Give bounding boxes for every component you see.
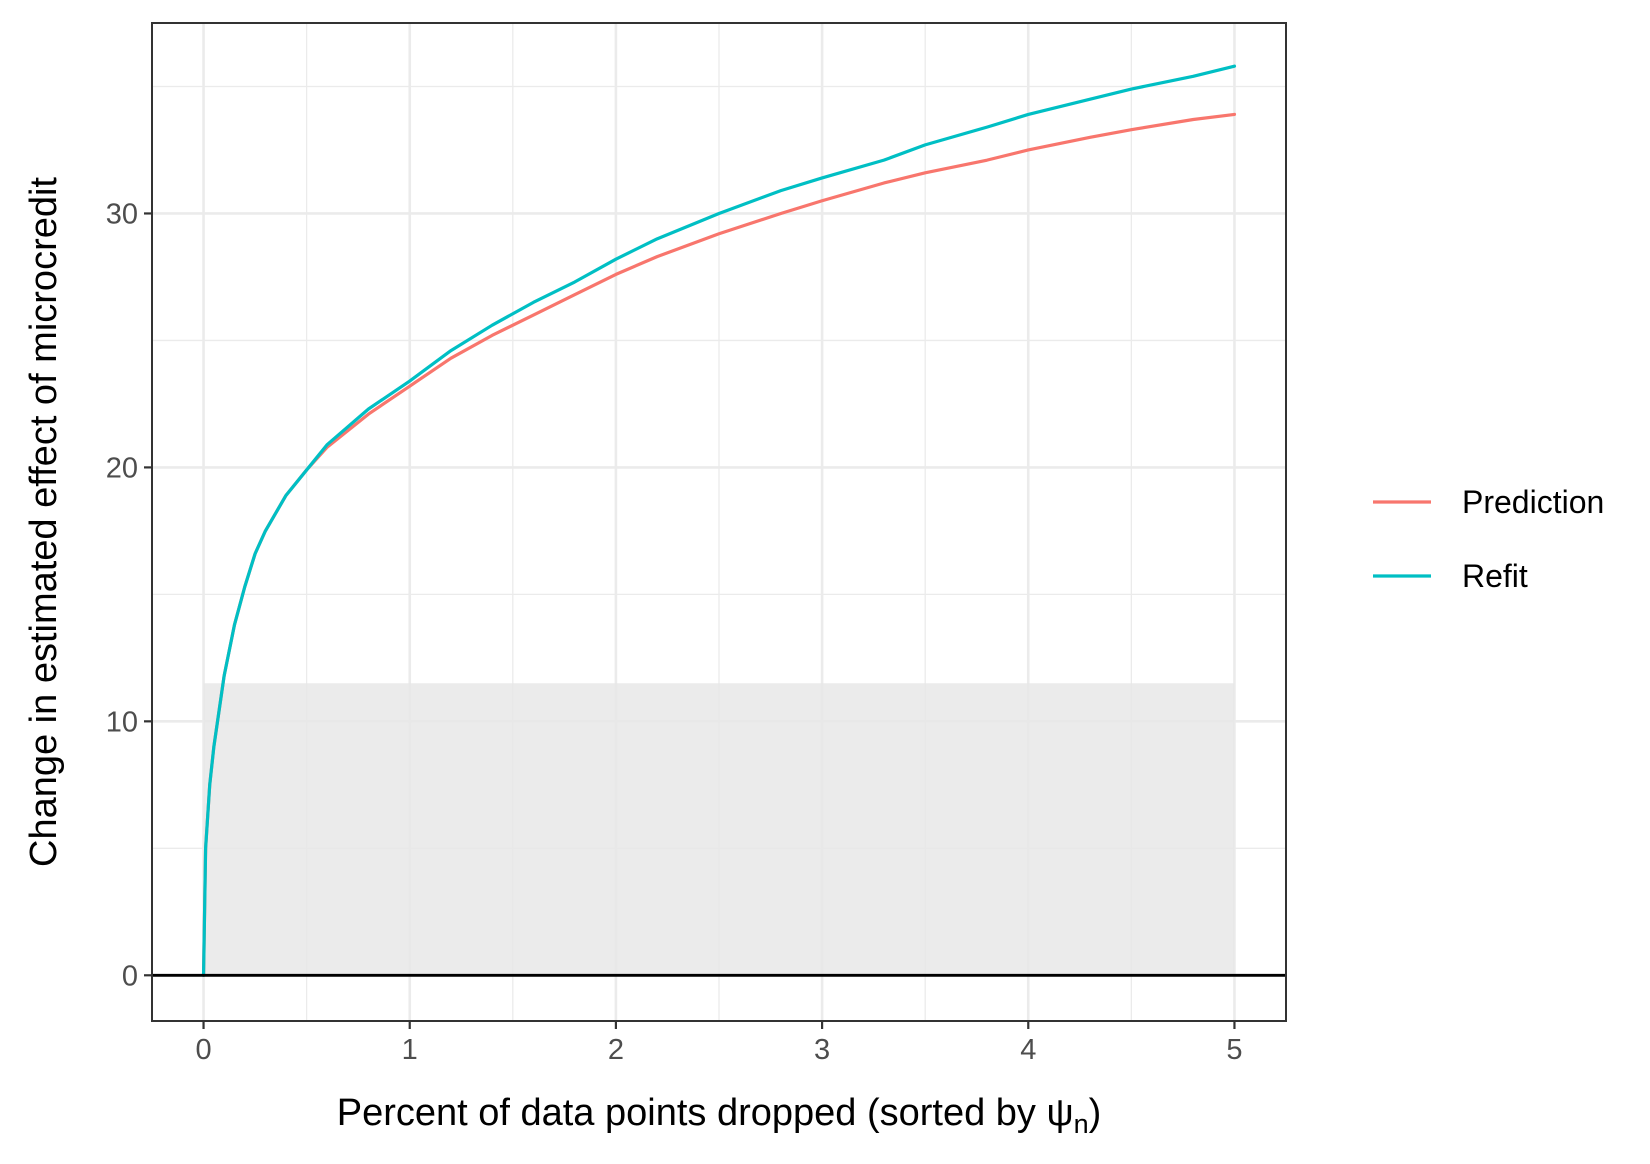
x-axis-title-main: Percent of data points dropped (sorted b…	[337, 1092, 1074, 1134]
y-tick-label: 30	[106, 198, 138, 230]
x-axis: 0 1 2 3 4 5	[195, 1021, 1243, 1066]
y-tick-label: 0	[122, 960, 138, 992]
series-line-refit	[201, 64, 1237, 977]
x-tick-label: 3	[814, 1034, 830, 1066]
y-tick-label: 10	[106, 706, 138, 738]
series-lines	[201, 64, 1237, 977]
plot-border	[151, 22, 1287, 1022]
legend: Prediction Refit	[1373, 484, 1604, 594]
y-tick-label: 20	[106, 452, 138, 484]
x-tick-label: 0	[195, 1034, 211, 1066]
x-axis-title: Percent of data points dropped (sorted b…	[337, 1092, 1102, 1139]
x-tick-label: 5	[1226, 1034, 1242, 1066]
x-axis-title-subscript: n	[1074, 1109, 1089, 1139]
x-tick-label: 2	[608, 1034, 624, 1066]
shaded-region	[203, 683, 1235, 976]
y-axis-title: Change in estimated effect of microcredi…	[23, 177, 65, 867]
x-tick-label: 1	[402, 1034, 418, 1066]
y-axis: 0 10 20 30	[106, 198, 152, 992]
legend-label-prediction: Prediction	[1462, 484, 1604, 520]
legend-label-refit: Refit	[1462, 558, 1528, 594]
x-axis-title-suffix: )	[1089, 1092, 1102, 1134]
x-tick-label: 4	[1020, 1034, 1036, 1066]
